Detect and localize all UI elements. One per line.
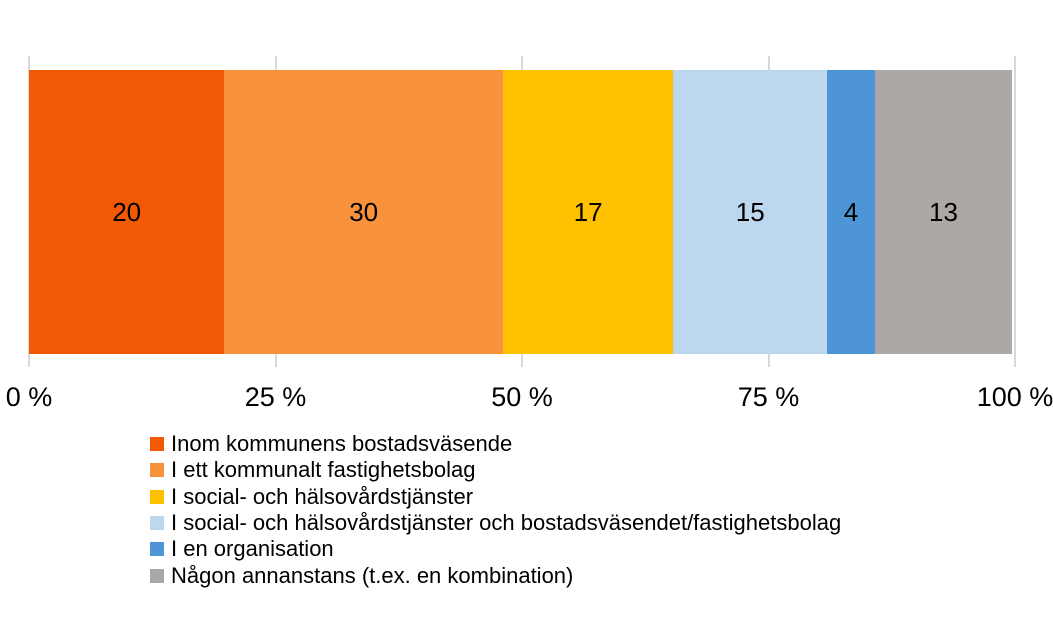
legend-swatch-icon xyxy=(150,568,164,583)
legend-label: I ett kommunalt fastighetsbolag xyxy=(171,457,476,483)
legend-label: Inom kommunens bostadsväsende xyxy=(171,431,513,457)
segment-value-label: 15 xyxy=(735,197,765,227)
legend-label: I social- och hälsovårdstjänster xyxy=(171,483,474,509)
segment-value-label: 13 xyxy=(929,197,958,227)
legend-item: Inom kommunens bostadsväsende xyxy=(150,431,841,457)
x-axis-tick-label: 75 % xyxy=(737,382,800,412)
bar-segment: 15 xyxy=(673,70,828,354)
bar-segment: 20 xyxy=(29,70,225,354)
legend-item: I social- och hälsovårdstjänster xyxy=(150,484,841,510)
legend-swatch-icon xyxy=(150,437,164,452)
legend-label: I en organisation xyxy=(171,536,334,562)
x-axis-tick-label: 100 % xyxy=(976,382,1053,412)
bar-segment: 30 xyxy=(224,70,503,354)
segment-value-label: 30 xyxy=(349,197,379,227)
legend-swatch-icon xyxy=(150,463,164,478)
stacked-bar: 20 30 17 15 4 13 xyxy=(29,70,1013,354)
x-axis-tick-label: 0 % xyxy=(5,382,53,412)
segment-value-label: 20 xyxy=(112,197,142,227)
segment-value-label: 17 xyxy=(573,197,603,227)
bar-segment: 4 xyxy=(827,70,875,354)
x-axis-tick-label: 50 % xyxy=(491,382,553,412)
legend-item: I en organisation xyxy=(150,536,841,562)
legend-item: I social- och hälsovårdstjänster och bos… xyxy=(150,510,841,536)
legend-item: I ett kommunalt fastighetsbolag xyxy=(150,457,841,483)
legend-label: I social- och hälsovårdstjänster och bos… xyxy=(171,510,842,536)
x-axis-tick-label: 25 % xyxy=(244,382,307,412)
segment-value-label: 4 xyxy=(843,197,859,227)
legend-item: Någon annanstans (t.ex. en kombination) xyxy=(150,562,841,588)
bar-segment: 17 xyxy=(502,70,674,354)
bar-segment: 13 xyxy=(874,70,1013,354)
legend-swatch-icon xyxy=(150,489,164,504)
gridline-100 xyxy=(1014,56,1016,367)
legend-swatch-icon xyxy=(150,516,164,531)
legend-swatch-icon xyxy=(150,542,164,557)
legend-label: Någon annanstans (t.ex. en kombination) xyxy=(171,562,574,588)
chart-legend: Inom kommunens bostadsväsende I ett kommu… xyxy=(150,431,841,589)
